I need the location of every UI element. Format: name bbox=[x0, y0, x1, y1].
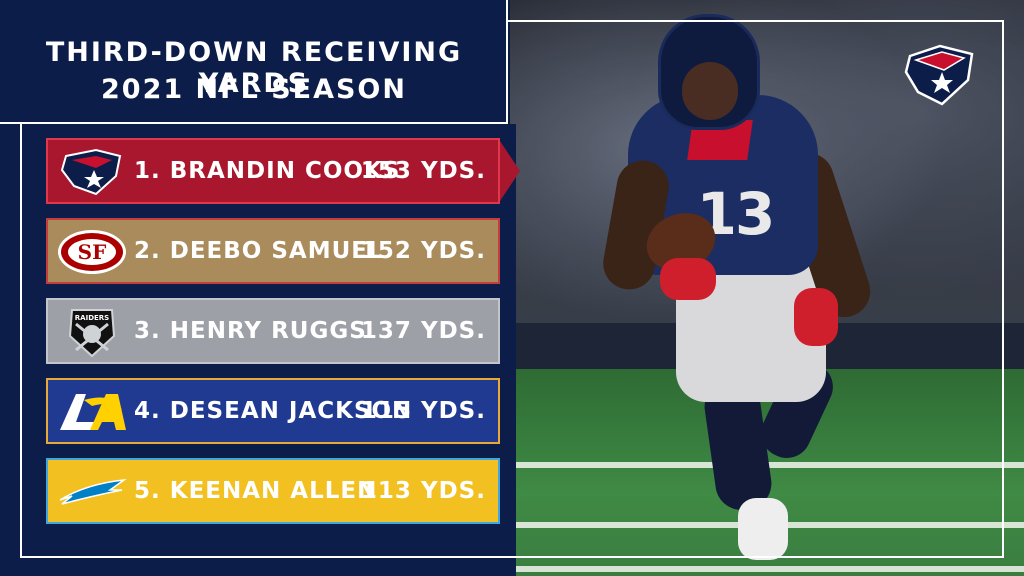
title-subtitle: 2021 NFL SEASON bbox=[101, 74, 407, 105]
frame-line bbox=[20, 556, 1004, 558]
yards-value: 137 YDS. bbox=[360, 318, 486, 344]
yards-value: 152 YDS. bbox=[360, 238, 486, 264]
player-shoe bbox=[738, 498, 788, 560]
rams-logo-icon bbox=[60, 394, 126, 430]
frame-line bbox=[1002, 20, 1004, 558]
title-main: THIRD-DOWN RECEIVING YARDS bbox=[45, 37, 463, 99]
yard-line bbox=[510, 566, 1024, 572]
yards-value: 153 YDS. bbox=[360, 158, 486, 184]
title-box: THIRD-DOWN RECEIVING YARDS 2021 NFL SEAS… bbox=[0, 0, 508, 124]
ranking-row-4: 4. DESEAN JACKSON 115 YDS. bbox=[46, 378, 500, 444]
first-place-arrow bbox=[498, 138, 520, 204]
raiders-logo-icon: RAIDERS bbox=[68, 309, 116, 358]
player-glove bbox=[660, 258, 716, 300]
ranking-row-1: 1. BRANDIN COOKS 153 YDS. bbox=[46, 138, 500, 204]
player-name: 5. KEENAN ALLEN bbox=[134, 478, 378, 504]
player-name: 2. DEEBO SAMUEL bbox=[134, 238, 384, 264]
yards-value: 113 YDS. bbox=[360, 478, 486, 504]
player-name: 1. BRANDIN COOKS bbox=[134, 158, 401, 184]
texans-logo-icon bbox=[60, 148, 122, 196]
ranking-row-3: RAIDERS 3. HENRY RUGGS 137 YDS. bbox=[46, 298, 500, 364]
frame-line bbox=[508, 20, 1004, 22]
niners-logo-text: SF bbox=[78, 240, 107, 264]
player-glove bbox=[794, 288, 838, 346]
raiders-logo-text: RAIDERS bbox=[75, 314, 109, 322]
49ers-logo-icon: SF bbox=[58, 230, 126, 274]
texans-corner-logo-icon bbox=[904, 44, 974, 106]
player-face bbox=[682, 62, 738, 120]
ranking-row-2: SF 2. DEEBO SAMUEL 152 YDS. bbox=[46, 218, 500, 284]
ranking-row-5: 5. KEENAN ALLEN 113 YDS. bbox=[46, 458, 500, 524]
player-name: 3. HENRY RUGGS bbox=[134, 318, 367, 344]
player-name: 4. DESEAN JACKSON bbox=[134, 398, 413, 424]
chargers-bolt-icon bbox=[59, 478, 127, 505]
frame-line bbox=[20, 124, 22, 558]
yards-value: 115 YDS. bbox=[360, 398, 486, 424]
